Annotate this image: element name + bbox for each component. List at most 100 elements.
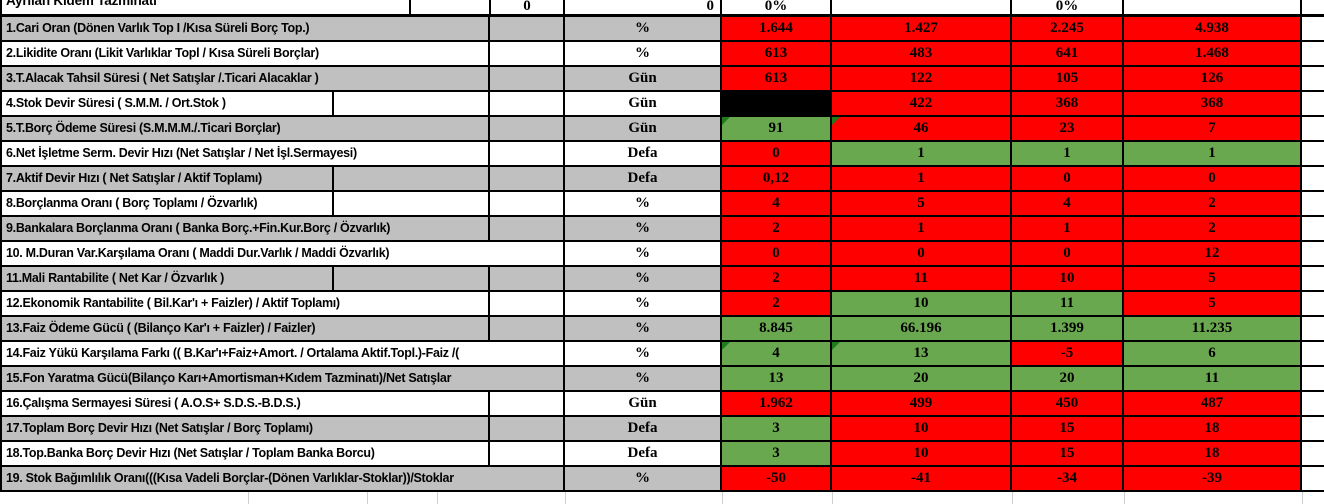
value-cell[interactable]: 10 (832, 292, 1012, 315)
trailing-empty-cell[interactable] (1302, 417, 1324, 440)
trailing-empty-cell[interactable] (1302, 392, 1324, 415)
label-gap-cell[interactable] (490, 267, 565, 290)
unit-cell[interactable]: Gün (565, 392, 722, 415)
value-cell[interactable]: 368 (1124, 92, 1302, 115)
row-label-cell[interactable]: 14.Faiz Yükü Karşılama Farkı (( B.Kar'ı+… (0, 342, 565, 365)
value-cell[interactable]: 2 (722, 217, 832, 240)
unit-cell[interactable]: % (565, 217, 722, 240)
value-cell[interactable] (722, 92, 832, 115)
value-cell[interactable]: 7 (1124, 117, 1302, 140)
value-cell[interactable]: 483 (832, 42, 1012, 65)
row-label-cell[interactable]: 12.Ekonomik Rantabilite ( Bil.Kar'ı + Fa… (0, 292, 490, 315)
value-cell[interactable]: -50 (722, 467, 832, 490)
value-cell[interactable]: 13 (832, 342, 1012, 365)
unit-cell[interactable]: % (565, 367, 722, 390)
label-gap-cell[interactable] (490, 142, 565, 165)
value-cell[interactable]: 641 (1012, 42, 1124, 65)
cell-top-col1[interactable]: 0% (722, 0, 832, 14)
value-cell[interactable]: 11 (1012, 292, 1124, 315)
value-cell[interactable]: 1 (1012, 142, 1124, 165)
unit-cell[interactable]: % (565, 42, 722, 65)
value-cell[interactable]: 613 (722, 42, 832, 65)
unit-cell[interactable]: Defa (565, 417, 722, 440)
trailing-empty-cell[interactable] (1302, 367, 1324, 390)
value-cell[interactable]: 11 (832, 267, 1012, 290)
trailing-empty-cell[interactable] (1302, 142, 1324, 165)
trailing-empty-cell[interactable] (1302, 67, 1324, 90)
label-gap-cell[interactable] (490, 167, 565, 190)
value-cell[interactable]: 1 (1012, 217, 1124, 240)
label-gap-cell[interactable] (490, 417, 565, 440)
value-cell[interactable]: 0 (722, 242, 832, 265)
value-cell[interactable]: 1 (832, 217, 1012, 240)
value-cell[interactable]: 15 (1012, 442, 1124, 465)
value-cell[interactable]: 20 (832, 367, 1012, 390)
value-cell[interactable]: 0 (832, 242, 1012, 265)
value-cell[interactable]: 613 (722, 67, 832, 90)
unit-cell[interactable]: % (565, 192, 722, 215)
row-label-cell[interactable]: 2.Likidite Oranı (Likit Varlıklar Topl /… (0, 42, 490, 65)
value-cell[interactable]: 12 (1124, 242, 1302, 265)
label-gap-cell[interactable] (490, 217, 565, 240)
value-cell[interactable]: 3 (722, 442, 832, 465)
value-cell[interactable]: 422 (832, 92, 1012, 115)
unit-cell[interactable]: % (565, 317, 722, 340)
cell-top-label[interactable]: Ayrılan Kıdem Tazminatı (0, 0, 411, 14)
trailing-empty-cell[interactable] (1302, 117, 1324, 140)
value-cell[interactable]: 10 (832, 442, 1012, 465)
row-label-cell[interactable]: 3.T.Alacak Tahsil Süresi ( Net Satışlar … (0, 67, 490, 90)
unit-cell[interactable]: Gün (565, 92, 722, 115)
row-label-cell[interactable]: 19. Stok Bağımlılık Oranı(((Kısa Vadeli … (0, 467, 565, 490)
cell-top-col2[interactable] (832, 0, 1012, 14)
unit-cell[interactable]: % (565, 17, 722, 40)
value-cell[interactable]: 1.468 (1124, 42, 1302, 65)
trailing-empty-cell[interactable] (1302, 167, 1324, 190)
unit-cell[interactable]: Defa (565, 167, 722, 190)
value-cell[interactable]: 0,12 (722, 167, 832, 190)
trailing-empty-cell[interactable] (1302, 342, 1324, 365)
value-cell[interactable]: 23 (1012, 117, 1124, 140)
value-cell[interactable]: 1.427 (832, 17, 1012, 40)
label-gap-cell[interactable] (490, 117, 565, 140)
cell-top-col4[interactable] (1124, 0, 1302, 14)
bottom-partial-row[interactable] (0, 492, 1324, 504)
trailing-empty-cell[interactable] (1302, 192, 1324, 215)
value-cell[interactable]: -34 (1012, 467, 1124, 490)
value-cell[interactable]: -41 (832, 467, 1012, 490)
cell-top-mid-value[interactable]: 0 (491, 0, 565, 14)
value-cell[interactable]: 5 (1124, 292, 1302, 315)
row-label-cell[interactable]: 13.Faiz Ödeme Gücü ( (Bilanço Kar'ı + Fa… (0, 317, 490, 340)
value-cell[interactable]: 1.399 (1012, 317, 1124, 340)
value-cell[interactable]: 4 (1012, 192, 1124, 215)
value-cell[interactable]: 15 (1012, 417, 1124, 440)
value-cell[interactable]: 368 (1012, 92, 1124, 115)
value-cell[interactable]: 450 (1012, 392, 1124, 415)
trailing-empty-cell[interactable] (1302, 442, 1324, 465)
value-cell[interactable]: 91 (722, 117, 832, 140)
label-gap-cell[interactable] (490, 292, 565, 315)
value-cell[interactable]: 4.938 (1124, 17, 1302, 40)
row-label-cell[interactable]: 8.Borçlanma Oranı ( Borç Toplamı / Özvar… (0, 192, 490, 215)
value-cell[interactable]: 1.962 (722, 392, 832, 415)
value-cell[interactable]: 2 (1124, 192, 1302, 215)
label-gap-cell[interactable] (490, 442, 565, 465)
label-gap-cell[interactable] (490, 92, 565, 115)
value-cell[interactable]: 13 (722, 367, 832, 390)
value-cell[interactable]: 1 (832, 167, 1012, 190)
value-cell[interactable]: 2 (722, 267, 832, 290)
trailing-empty-cell[interactable] (1302, 17, 1324, 40)
value-cell[interactable]: 18 (1124, 442, 1302, 465)
label-gap-cell[interactable] (490, 67, 565, 90)
row-label-cell[interactable]: 6.Net İşletme Serm. Devir Hızı (Net Satı… (0, 142, 490, 165)
value-cell[interactable]: 2 (1124, 217, 1302, 240)
value-cell[interactable]: 3 (722, 417, 832, 440)
value-cell[interactable]: 8.845 (722, 317, 832, 340)
value-cell[interactable]: 5 (832, 192, 1012, 215)
value-cell[interactable]: 2.245 (1012, 17, 1124, 40)
trailing-empty-cell[interactable] (1302, 0, 1324, 14)
value-cell[interactable]: 5 (1124, 267, 1302, 290)
label-gap-cell[interactable] (490, 392, 565, 415)
value-cell[interactable]: 11 (1124, 367, 1302, 390)
value-cell[interactable]: 1 (1124, 142, 1302, 165)
unit-cell[interactable]: Gün (565, 117, 722, 140)
